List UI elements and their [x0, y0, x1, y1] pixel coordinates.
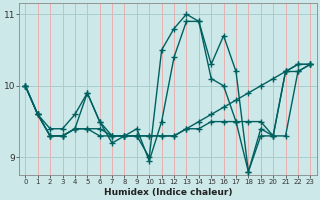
X-axis label: Humidex (Indice chaleur): Humidex (Indice chaleur): [104, 188, 232, 197]
